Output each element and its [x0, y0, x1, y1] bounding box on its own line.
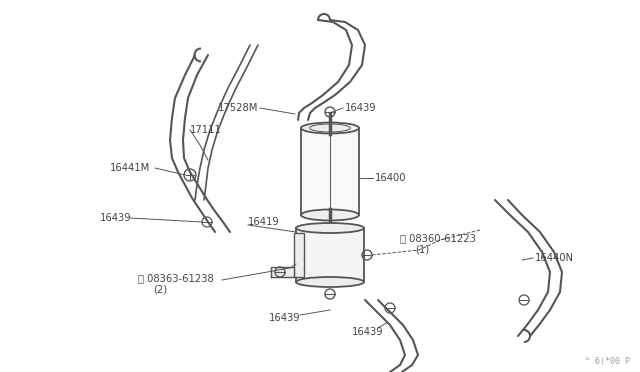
Ellipse shape: [301, 122, 359, 134]
Text: Ⓜ 08363-61238: Ⓜ 08363-61238: [138, 273, 214, 283]
Text: 17528M: 17528M: [218, 103, 258, 113]
Text: ^ 6(*00 P: ^ 6(*00 P: [585, 357, 630, 366]
Text: 17111: 17111: [190, 125, 222, 135]
Ellipse shape: [296, 277, 364, 287]
Text: 16440N: 16440N: [535, 253, 574, 263]
Text: 16441M: 16441M: [110, 163, 150, 173]
Text: (2): (2): [153, 285, 167, 295]
Text: (1): (1): [415, 245, 429, 255]
Text: Ⓜ 08360-61223: Ⓜ 08360-61223: [400, 233, 476, 243]
FancyBboxPatch shape: [301, 128, 359, 215]
Polygon shape: [294, 233, 304, 277]
Text: 16439: 16439: [100, 213, 132, 223]
Ellipse shape: [301, 209, 359, 221]
Ellipse shape: [296, 223, 364, 233]
Text: 16439: 16439: [345, 103, 376, 113]
Text: 16439: 16439: [269, 313, 301, 323]
FancyBboxPatch shape: [296, 228, 364, 282]
Text: 16400: 16400: [375, 173, 406, 183]
Text: 16439: 16439: [352, 327, 384, 337]
Text: 16419: 16419: [248, 217, 280, 227]
